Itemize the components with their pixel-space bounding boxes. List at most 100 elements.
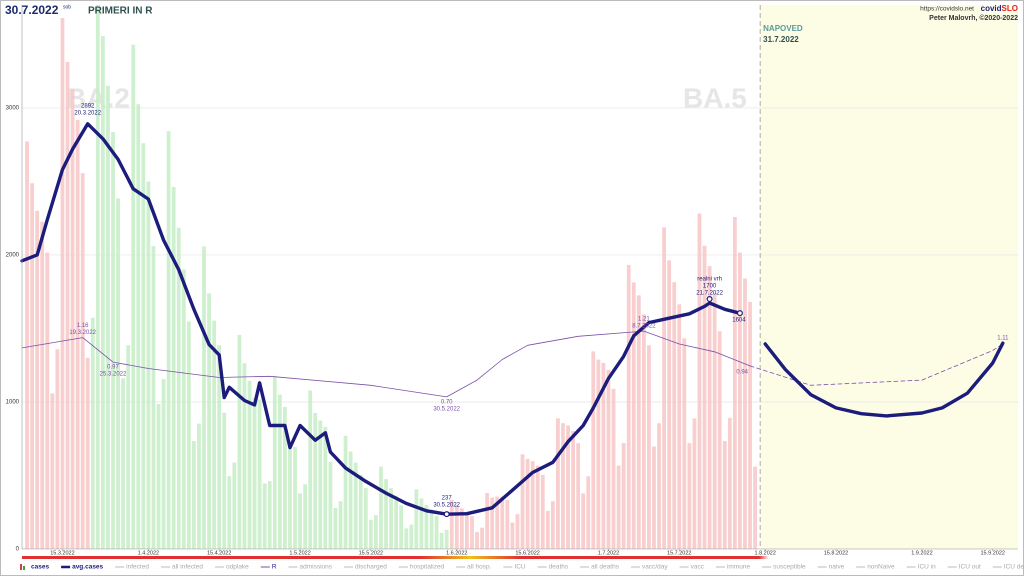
case-bar xyxy=(303,484,308,549)
x-tick-label: 1.9.2022 xyxy=(911,550,932,556)
case-bar xyxy=(353,462,358,549)
legend: cases avg.cases infected all infected odplak… xyxy=(20,564,1024,571)
case-bar xyxy=(121,378,126,549)
annotation-label: realni vrh xyxy=(697,277,722,283)
forecast-region xyxy=(760,5,1018,549)
x-tick-label: 1.7.2022 xyxy=(598,550,619,556)
case-bar xyxy=(520,454,525,549)
case-bar xyxy=(414,489,419,549)
legend-label: immune xyxy=(727,564,751,571)
legend-label: vacc xyxy=(691,564,705,571)
case-bar xyxy=(510,522,515,549)
case-bar xyxy=(293,447,297,549)
r-line xyxy=(21,330,751,398)
case-bar xyxy=(328,461,333,549)
case-bar xyxy=(566,425,570,549)
case-bar xyxy=(631,282,636,549)
case-bar xyxy=(176,227,181,549)
case-bar xyxy=(166,131,171,549)
case-bar xyxy=(748,301,752,549)
x-tick-label: 1.6.2022 xyxy=(446,550,467,556)
case-bar xyxy=(702,245,707,549)
variant-watermark: BA.5 xyxy=(683,82,747,113)
annotation-label: 1.11 xyxy=(997,336,1009,342)
case-bar xyxy=(308,390,313,549)
legend-label: cases xyxy=(31,564,49,571)
case-bar xyxy=(419,498,424,549)
case-bar xyxy=(490,497,495,549)
case-bar xyxy=(576,443,581,549)
case-bar xyxy=(571,430,575,549)
case-bar xyxy=(262,483,267,549)
case-bar xyxy=(611,388,616,549)
case-bar xyxy=(434,515,439,549)
case-bar xyxy=(738,252,742,549)
case-bar xyxy=(156,404,161,549)
case-bar xyxy=(146,181,151,549)
case-bar xyxy=(247,380,252,549)
legend-label: susceptible xyxy=(773,564,806,571)
case-bar xyxy=(318,420,323,549)
legend-label: all infected xyxy=(172,564,203,571)
case-bar xyxy=(374,515,378,549)
annotation-label: 30.5.2022 xyxy=(433,503,460,509)
case-bar xyxy=(237,334,242,549)
case-bar xyxy=(202,246,206,549)
case-bar xyxy=(449,500,454,549)
case-bar xyxy=(480,527,484,549)
case-bar xyxy=(672,282,677,549)
case-bar xyxy=(641,314,646,549)
x-tick-label: 15.6.2022 xyxy=(515,550,539,556)
case-bar xyxy=(687,443,692,549)
case-bar xyxy=(586,476,591,549)
case-bar xyxy=(298,493,302,549)
annotation-label: 0.94 xyxy=(736,370,748,376)
case-bar xyxy=(277,394,282,549)
case-bar xyxy=(389,488,393,549)
annotation-label: 0.70 xyxy=(441,399,453,405)
case-bar xyxy=(652,446,656,549)
case-bar xyxy=(500,496,505,549)
annotation-label: 21.7.2022 xyxy=(696,291,723,297)
annotation-marker xyxy=(736,310,743,317)
plot-bars xyxy=(25,5,757,549)
case-bar xyxy=(732,217,737,549)
case-bar xyxy=(657,423,661,549)
case-bar xyxy=(217,345,222,549)
legend-label: admissions xyxy=(300,564,333,571)
forecast-r-line xyxy=(749,343,1004,386)
weekday: sob xyxy=(63,4,71,10)
author: Peter Malovrh, ©2020-2022 xyxy=(929,14,1018,22)
legend-label: ICU out xyxy=(959,564,981,571)
y-tick-label: 2000 xyxy=(6,253,20,259)
case-bar xyxy=(348,451,353,549)
legend-label: nonNaive xyxy=(867,564,895,571)
case-bar xyxy=(161,379,166,549)
legend-swatch xyxy=(20,564,22,570)
case-bar xyxy=(207,293,211,549)
case-bar xyxy=(753,466,757,549)
annotation-label: 237 xyxy=(442,496,453,502)
case-bar xyxy=(288,442,292,549)
case-bar xyxy=(197,423,201,549)
y-tick-label: 3000 xyxy=(6,105,20,111)
x-tick-label: 1.4.2022 xyxy=(138,550,159,556)
case-bar xyxy=(131,44,136,549)
case-bar xyxy=(181,269,186,549)
case-bar xyxy=(743,278,747,549)
annotation-label: 1700 xyxy=(703,284,717,290)
case-bar xyxy=(409,524,414,549)
plot-back: BA.2BA.5 xyxy=(22,5,1018,549)
case-bar xyxy=(439,532,444,549)
case-bar xyxy=(505,500,510,549)
annotation-marker xyxy=(443,511,450,518)
case-bar xyxy=(186,321,191,549)
legend-label: avg.cases xyxy=(72,564,103,571)
case-bar xyxy=(556,418,560,549)
plot-text: NAPOVED 31.7.2022 0 1000 2000 3000 15.3.2022 1.… xyxy=(6,24,1009,556)
case-bar xyxy=(545,510,550,549)
case-bar xyxy=(70,89,75,549)
x-tick-label: 15.9.2022 xyxy=(980,550,1004,556)
case-bar xyxy=(171,186,176,549)
